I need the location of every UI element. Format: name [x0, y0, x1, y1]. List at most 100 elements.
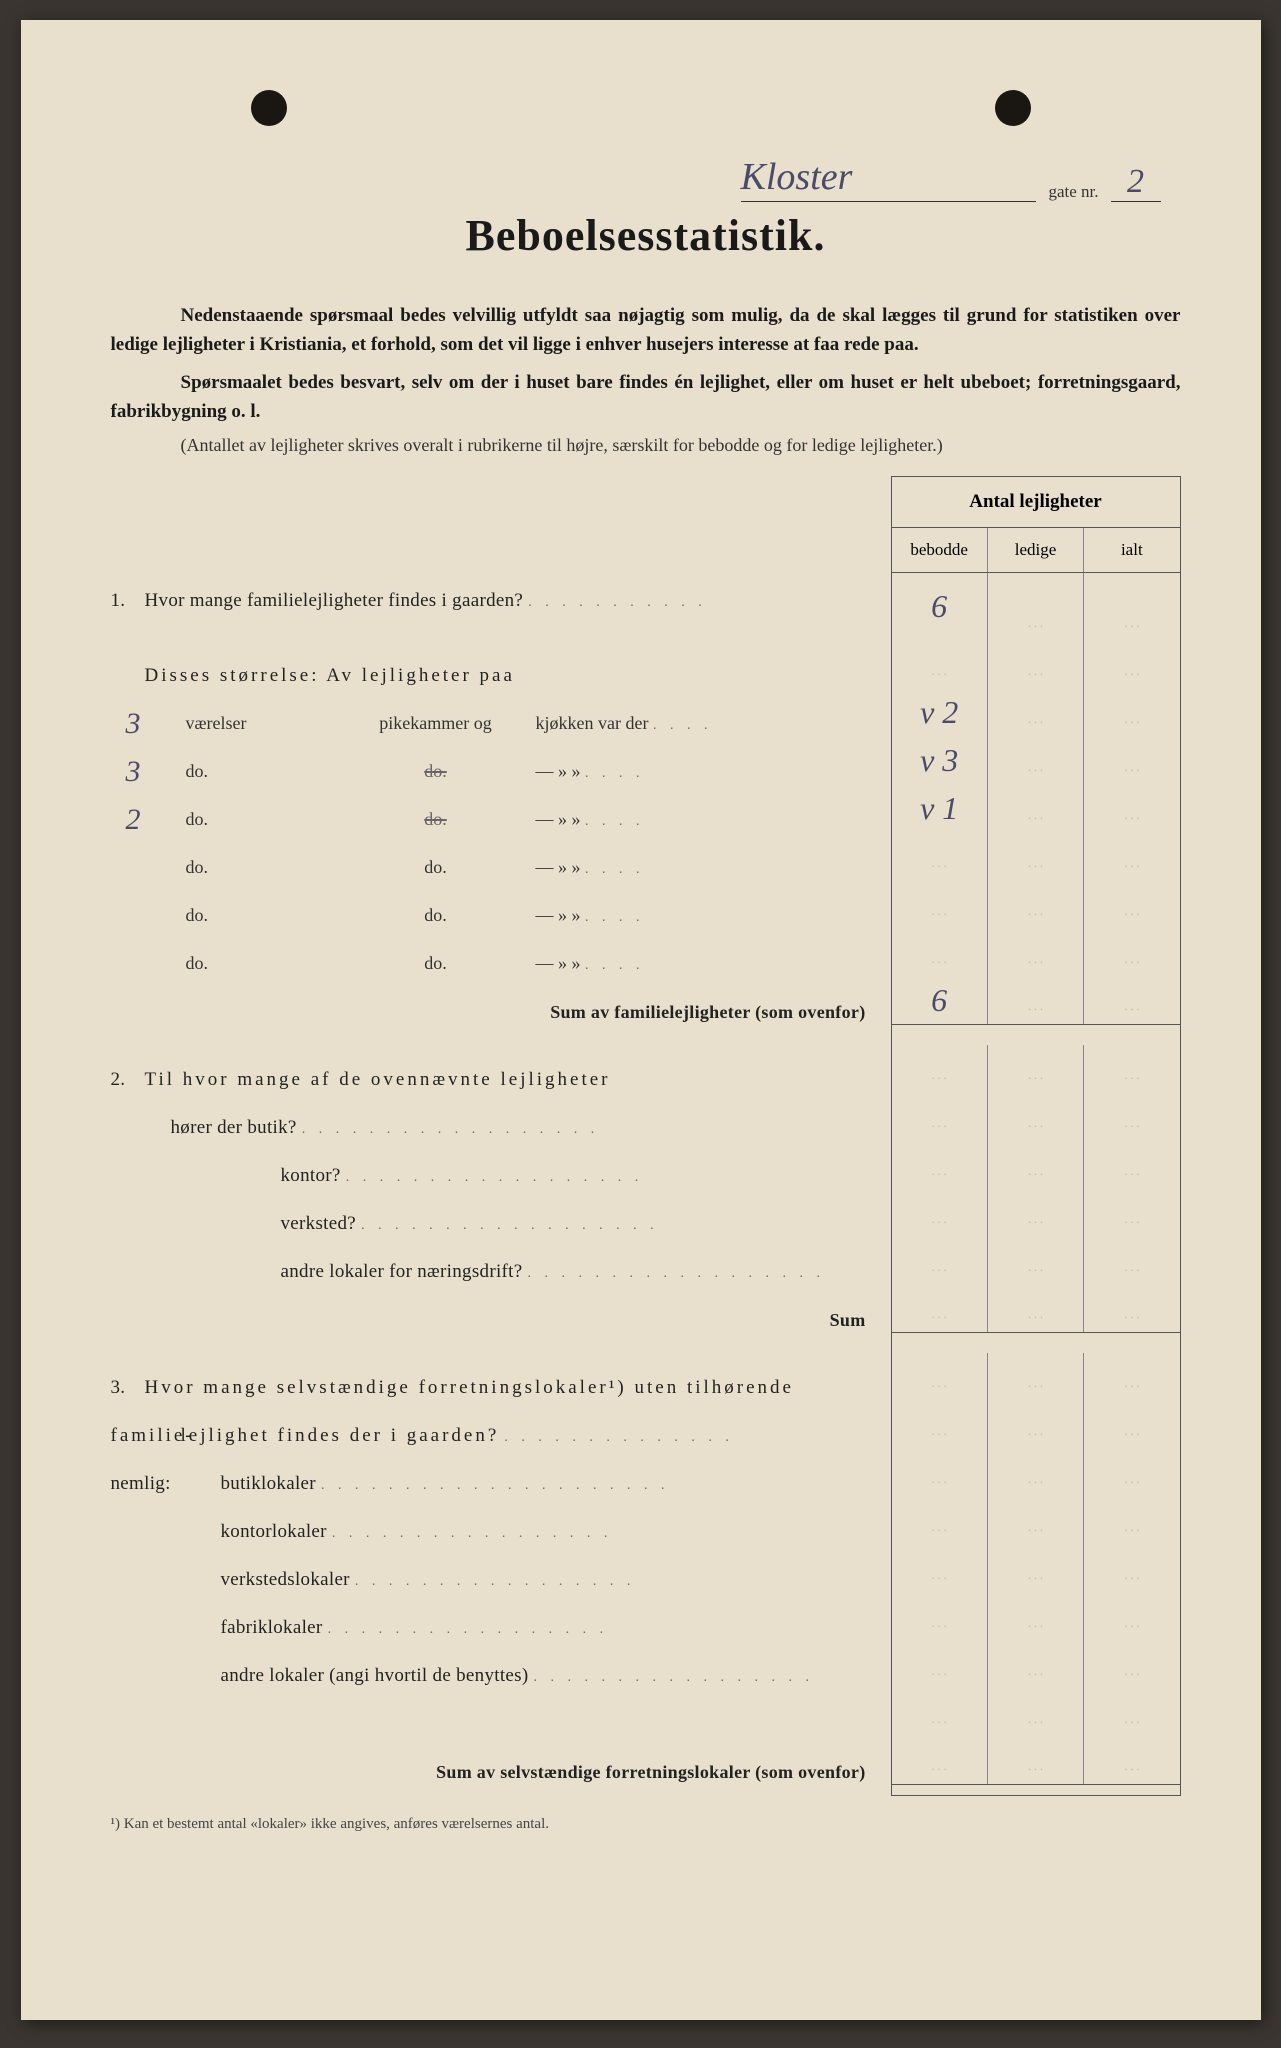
- table-row: . . .. . .. . .: [892, 641, 1180, 689]
- table-row: . . .. . .. . .: [892, 1285, 1180, 1333]
- room-row: do. do. — » » . . . .: [111, 844, 876, 892]
- room-col3: do.: [336, 857, 536, 878]
- table-cell: . . .: [988, 689, 1084, 737]
- table-row: . . .. . .. . .: [892, 929, 1180, 977]
- table-cell: . . .: [1084, 1737, 1179, 1784]
- table-cell: . . .: [1084, 1641, 1179, 1689]
- room-row: do. do. — » » . . . .: [111, 892, 876, 940]
- street-name: Kloster: [741, 155, 1037, 202]
- room-row: 3 værelser pikekammer og kjøkken var der…: [111, 700, 876, 748]
- room-col2: do.: [186, 905, 336, 926]
- question-3b: lejlighet findes der i gaarden? . . . . …: [111, 1412, 876, 1460]
- q2-item: andre lokaler for næringsdrift? . . . . …: [111, 1248, 876, 1296]
- room-col3: do.: [336, 761, 536, 782]
- table-cell: . . .: [988, 977, 1084, 1024]
- table-cell: . . .: [1084, 737, 1179, 785]
- table-row: v 1. . .. . .: [892, 785, 1180, 833]
- room-row: 2 do. do. — » » . . . .: [111, 796, 876, 844]
- punch-hole-right: [995, 90, 1031, 126]
- col-bebodde: bebodde: [892, 528, 988, 572]
- table-cell: . . .: [1084, 1093, 1179, 1141]
- table-cell: . . .: [892, 1545, 988, 1593]
- q2-sum-label: Sum: [111, 1296, 876, 1344]
- table-cell: . . .: [988, 1045, 1084, 1093]
- table-cell: . . .: [988, 1189, 1084, 1237]
- table-cell: . . .: [1084, 1141, 1179, 1189]
- q2-item: hører der butik? . . . . . . . . . . . .…: [111, 1104, 876, 1152]
- table-cell: . . .: [892, 833, 988, 881]
- table-cell: . . .: [892, 1045, 988, 1093]
- table-cell: 6: [892, 977, 988, 1024]
- table-cell: . . .: [1084, 1353, 1179, 1401]
- room-col4: — » » . . . .: [536, 761, 876, 782]
- table-cell: . . .: [1084, 573, 1179, 641]
- table-cell: . . .: [892, 1497, 988, 1545]
- q3-item: andre lokaler (angi hvortil de benyttes)…: [111, 1652, 876, 1700]
- table-cell: . . .: [988, 1449, 1084, 1497]
- table-row: . . .. . .. . .: [892, 1593, 1180, 1641]
- footnote: ¹) Kan et bestemt antal «lokaler» ikke a…: [111, 1816, 1181, 1833]
- table-cell: . . .: [988, 1285, 1084, 1332]
- table-cell: . . .: [892, 1189, 988, 1237]
- intro-paragraph-1: Nedenstaaende spørsmaal bedes velvillig …: [111, 301, 1181, 360]
- table-cell: . . .: [892, 1641, 988, 1689]
- room-col4: kjøkken var der . . . .: [536, 713, 876, 734]
- table-row: . . .. . .. . .: [892, 1141, 1180, 1189]
- table-row: 6. . .. . .: [892, 977, 1180, 1025]
- table-row: . . .. . .. . .: [892, 1737, 1180, 1785]
- table-cell: . . .: [892, 881, 988, 929]
- table-cell: . . .: [988, 1641, 1084, 1689]
- table-cell: . . .: [892, 1141, 988, 1189]
- table-cell: . . .: [892, 1093, 988, 1141]
- table-cell: . . .: [1084, 641, 1179, 689]
- col-ialt: ialt: [1084, 528, 1179, 572]
- room-col2: do.: [186, 857, 336, 878]
- table-cell: . . .: [1084, 1593, 1179, 1641]
- room-col2: do.: [186, 761, 336, 782]
- page-title: Beboelsesstatistik.: [111, 210, 1181, 261]
- table-cell: . . .: [892, 1401, 988, 1449]
- table-cell: . . .: [988, 1093, 1084, 1141]
- table-cell: . . .: [1084, 977, 1179, 1024]
- table-subheader: bebodde ledige ialt: [892, 528, 1180, 573]
- table-cell: . . .: [988, 1497, 1084, 1545]
- table-cell: . . .: [988, 1401, 1084, 1449]
- table-row: . . .. . .. . .: [892, 1545, 1180, 1593]
- question-3a: 3.Hvor mange selvstændige forretningslok…: [111, 1364, 876, 1412]
- table-row: . . .. . .. . .: [892, 1449, 1180, 1497]
- table-row: . . .. . .. . .: [892, 1689, 1180, 1737]
- room-col4: — » » . . . .: [536, 953, 876, 974]
- table-cell: . . .: [988, 573, 1084, 641]
- room-col3: do.: [336, 905, 536, 926]
- table-cell: . . .: [1084, 689, 1179, 737]
- table-row: . . .. . .. . .: [892, 1353, 1180, 1401]
- room-count: 3: [111, 755, 156, 789]
- table-row: . . .. . .. . .: [892, 1237, 1180, 1285]
- table-cell: . . .: [988, 833, 1084, 881]
- table-row: . . .. . .. . .: [892, 1189, 1180, 1237]
- question-1-size: Disses størrelse: Av lejligheter paa: [111, 652, 876, 700]
- q1-sum-label: Sum av familielejligheter (som ovenfor): [111, 988, 876, 1036]
- table-cell: . . .: [988, 1545, 1084, 1593]
- table-row: . . .. . .. . .: [892, 1497, 1180, 1545]
- table-row: . . .. . .. . .: [892, 1045, 1180, 1093]
- table-cell: v 3: [892, 737, 988, 785]
- table-cell: . . .: [1084, 929, 1179, 977]
- table-cell: . . .: [892, 1689, 988, 1737]
- q3-item: verkstedslokaler . . . . . . . . . . . .…: [111, 1556, 876, 1604]
- table-row: . . .. . .. . .: [892, 1401, 1180, 1449]
- form-body: 1.Hvor mange familielejligheter findes i…: [111, 476, 1181, 1796]
- table-cell: . . .: [1084, 1401, 1179, 1449]
- header-address: Kloster gate nr. 2: [741, 155, 1161, 202]
- q2-item: verksted? . . . . . . . . . . . . . . . …: [111, 1200, 876, 1248]
- room-col2: do.: [186, 809, 336, 830]
- table-cell: . . .: [988, 1737, 1084, 1784]
- table-row: . . .. . .. . .: [892, 1641, 1180, 1689]
- table-cell: . . .: [988, 737, 1084, 785]
- table-cell: . . .: [1084, 1189, 1179, 1237]
- table-cell: . . .: [988, 1353, 1084, 1401]
- table-cell: . . .: [1084, 1285, 1179, 1332]
- q3-item: nemlig:butiklokaler . . . . . . . . . . …: [111, 1460, 876, 1508]
- table-cell: . . .: [988, 1237, 1084, 1285]
- question-1: 1.Hvor mange familielejligheter findes i…: [111, 584, 876, 652]
